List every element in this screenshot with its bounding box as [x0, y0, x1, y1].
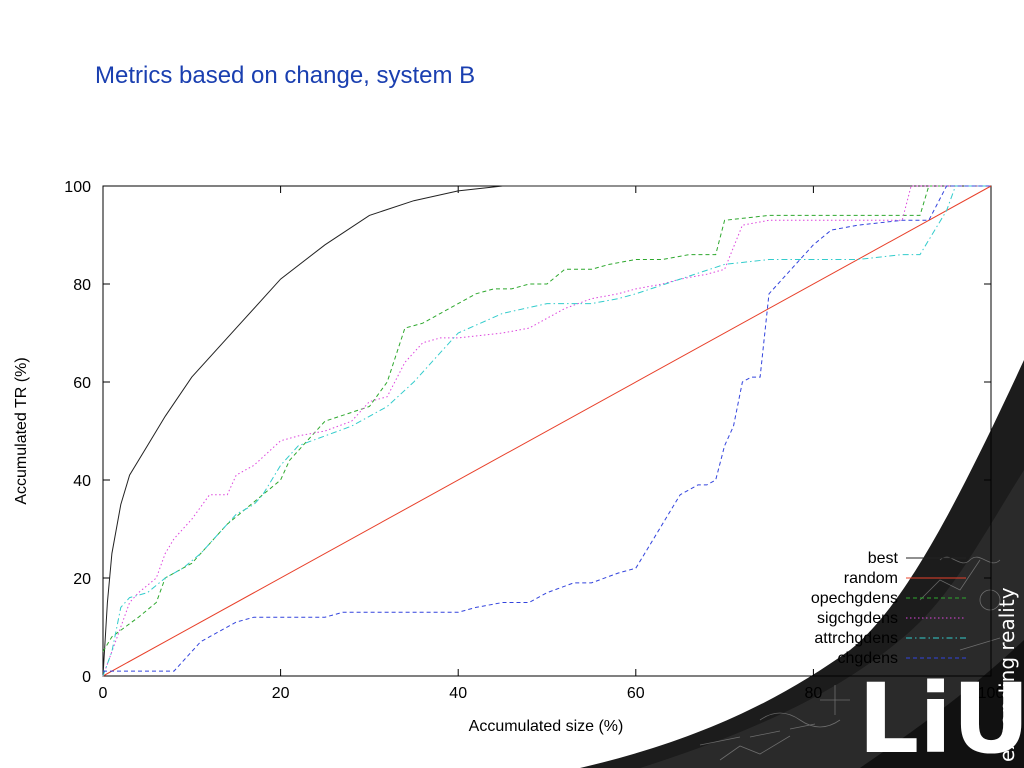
- y-tick-label: 60: [73, 375, 91, 392]
- series-line-attrchgdens: [102, 185, 991, 677]
- y-tick-label: 20: [73, 571, 91, 588]
- legend-label-best: best: [868, 550, 899, 567]
- y-tick-label: 0: [82, 669, 91, 686]
- x-tick-label: 40: [449, 685, 467, 702]
- legend-label-attrchgdens: attrchgdens: [814, 630, 898, 647]
- series-line-sigchgdens: [102, 185, 991, 677]
- legend: best random opechgdens sigchgdens attrchgden…: [811, 550, 966, 667]
- legend-label-opechgdens: opechgdens: [811, 590, 898, 607]
- x-axis-label: Accumulated size (%): [469, 718, 624, 735]
- x-tick-label: 100: [978, 685, 1005, 702]
- series-line-chgdens: [103, 185, 991, 672]
- x-tick-label: 0: [99, 685, 108, 702]
- series-line-random: [102, 185, 992, 677]
- series-line-opechgdens: [102, 185, 991, 652]
- series-line-best: [102, 185, 991, 677]
- legend-label-chgdens: chgdens: [838, 650, 899, 667]
- legend-label-random: random: [844, 570, 898, 587]
- brand-tagline: expanding reality: [995, 587, 1019, 762]
- brand-backdrop: [580, 360, 1024, 768]
- y-tick-label: 40: [73, 473, 91, 490]
- y-tick-label: 100: [64, 179, 91, 196]
- brand-logo: LiU: [858, 663, 1024, 768]
- legend-label-sigchgdens: sigchgdens: [817, 610, 898, 627]
- y-tick-label: 80: [73, 277, 91, 294]
- y-axis-label: Accumulated TR (%): [13, 357, 30, 504]
- x-tick-label: 20: [272, 685, 290, 702]
- slide-title: Metrics based on change, system B: [95, 62, 476, 89]
- y-axis-ticks: 0 20 40 60 80 100: [64, 179, 991, 686]
- series-layer: [102, 185, 992, 677]
- x-tick-label: 60: [627, 685, 645, 702]
- x-axis-ticks: 0 20 40 60 80 100: [99, 186, 1005, 702]
- x-tick-label: 80: [805, 685, 823, 702]
